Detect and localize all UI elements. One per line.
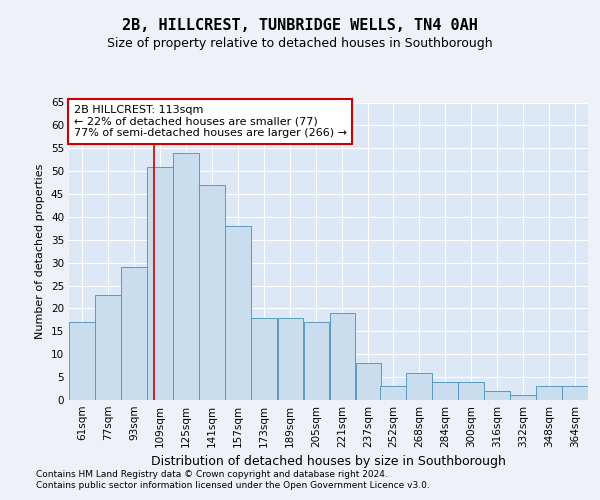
Bar [121, 268, 147, 400]
Y-axis label: Number of detached properties: Number of detached properties [35, 164, 46, 339]
Text: Contains public sector information licensed under the Open Government Licence v3: Contains public sector information licen… [36, 481, 430, 490]
Bar [536, 386, 562, 400]
Bar [562, 386, 588, 400]
Text: Size of property relative to detached houses in Southborough: Size of property relative to detached ho… [107, 38, 493, 51]
Bar [484, 391, 509, 400]
Bar [304, 322, 329, 400]
X-axis label: Distribution of detached houses by size in Southborough: Distribution of detached houses by size … [151, 456, 506, 468]
Bar [380, 386, 406, 400]
Bar [329, 313, 355, 400]
Text: 2B HILLCREST: 113sqm
← 22% of detached houses are smaller (77)
77% of semi-detac: 2B HILLCREST: 113sqm ← 22% of detached h… [74, 105, 347, 138]
Bar [173, 153, 199, 400]
Bar [458, 382, 484, 400]
Bar [95, 294, 121, 400]
Bar [69, 322, 95, 400]
Bar [278, 318, 303, 400]
Bar [199, 185, 225, 400]
Bar [510, 396, 536, 400]
Bar [432, 382, 458, 400]
Text: 2B, HILLCREST, TUNBRIDGE WELLS, TN4 0AH: 2B, HILLCREST, TUNBRIDGE WELLS, TN4 0AH [122, 18, 478, 32]
Bar [226, 226, 251, 400]
Bar [251, 318, 277, 400]
Bar [406, 372, 431, 400]
Bar [148, 166, 173, 400]
Bar [356, 364, 381, 400]
Text: Contains HM Land Registry data © Crown copyright and database right 2024.: Contains HM Land Registry data © Crown c… [36, 470, 388, 479]
